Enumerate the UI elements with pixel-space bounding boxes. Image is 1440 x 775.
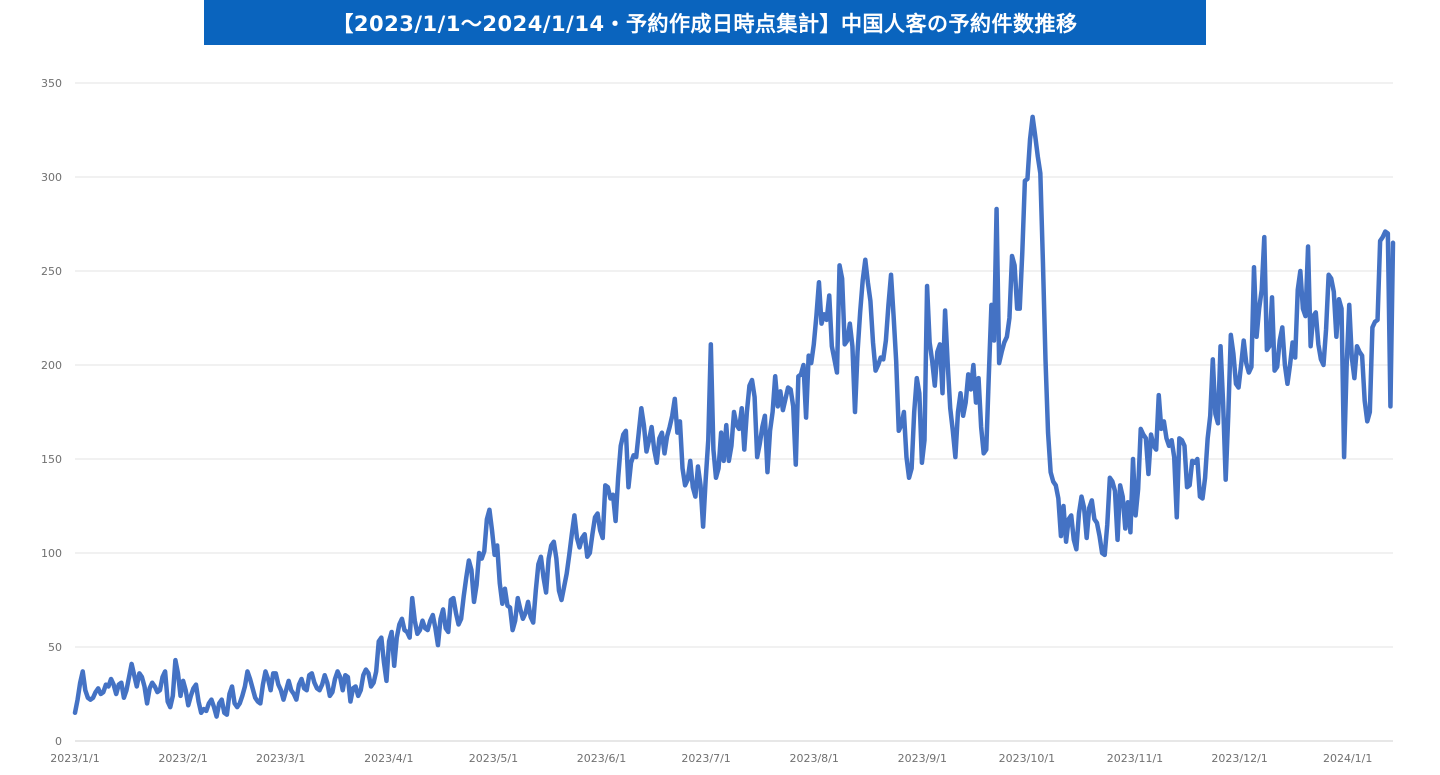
x-tick-label: 2023/5/1 (469, 752, 518, 765)
x-tick-label: 2023/3/1 (256, 752, 305, 765)
y-tick-label: 150 (41, 453, 62, 466)
x-tick-label: 2023/9/1 (898, 752, 947, 765)
y-axis-tick-labels: 0 50 100 150 200 250 300 350 (41, 77, 62, 748)
y-tick-label: 0 (55, 735, 62, 748)
x-tick-label: 2023/12/1 (1211, 752, 1267, 765)
y-tick-label: 100 (41, 547, 62, 560)
y-tick-label: 300 (41, 171, 62, 184)
x-tick-label: 2023/11/1 (1107, 752, 1163, 765)
x-tick-label: 2023/1/1 (50, 752, 99, 765)
y-tick-label: 250 (41, 265, 62, 278)
y-tick-label: 200 (41, 359, 62, 372)
x-axis-tick-labels: 2023/1/1 2023/2/1 2023/3/1 2023/4/1 2023/5/1… (50, 752, 1372, 765)
x-tick-label: 2024/1/1 (1323, 752, 1372, 765)
y-tick-label: 50 (48, 641, 62, 654)
x-tick-label: 2023/2/1 (158, 752, 207, 765)
series-layer (72, 114, 1396, 719)
chart-title: 【2023/1/1～2024/1/14・予約作成日時点集計】中国人客の予約件数推… (204, 0, 1206, 45)
x-tick-label: 2023/10/1 (999, 752, 1055, 765)
series-line-0 (72, 114, 1396, 719)
x-tick-label: 2023/4/1 (364, 752, 413, 765)
y-tick-label: 350 (41, 77, 62, 90)
x-tick-label: 2023/8/1 (789, 752, 838, 765)
x-tick-label: 2023/7/1 (681, 752, 730, 765)
x-tick-label: 2023/6/1 (577, 752, 626, 765)
